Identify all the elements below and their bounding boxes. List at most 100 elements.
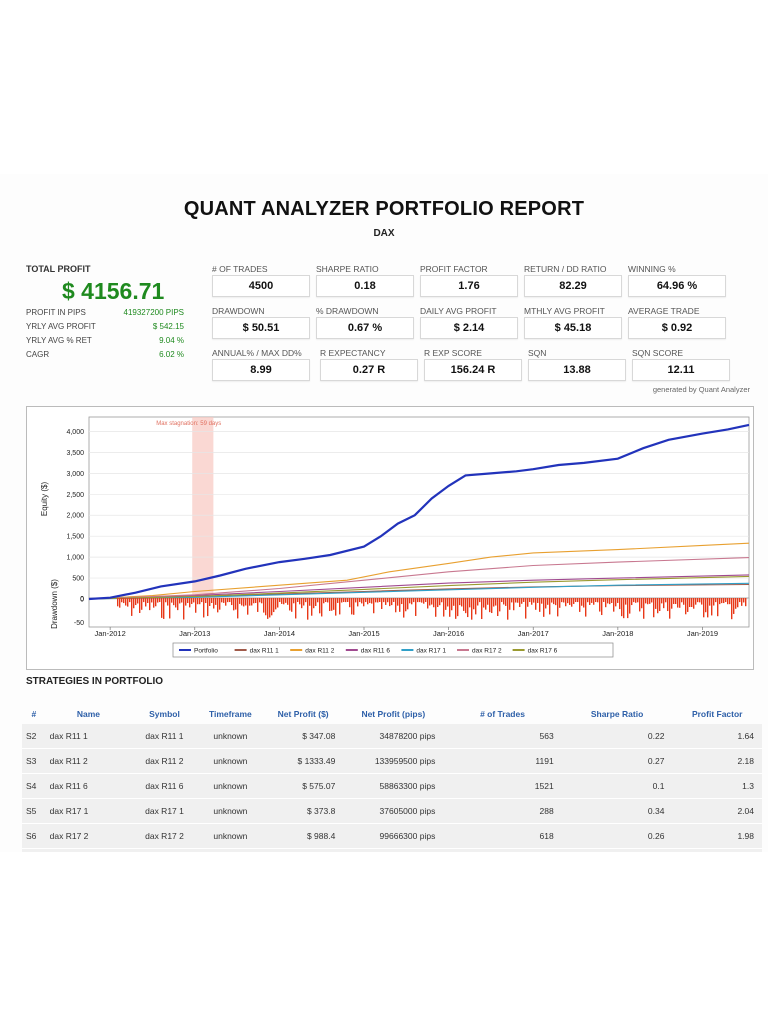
drawdown-bar: [533, 598, 535, 603]
drawdown-bar: [251, 598, 253, 606]
drawdown-bar: [473, 598, 475, 610]
drawdown-bar: [469, 598, 471, 608]
drawdown-bar: [163, 598, 165, 619]
drawdown-bar: [397, 598, 399, 606]
drawdown-bar: [369, 598, 371, 603]
drawdown-bar: [269, 598, 271, 618]
drawdown-bar: [373, 598, 375, 614]
drawdown-bar: [413, 598, 415, 603]
drawdown-bar: [507, 598, 509, 620]
series-lines: [88, 423, 750, 601]
drawdown-bar: [133, 598, 135, 609]
drawdown-bar: [145, 598, 147, 607]
left-stat-label: YRLY AVG PROFIT: [26, 322, 96, 331]
drawdown-bar: [419, 598, 421, 603]
left-stat-label: CAGR: [26, 350, 50, 359]
drawdown-bar: [265, 598, 267, 616]
drawdown-bar: [191, 598, 193, 604]
stat-value: $ 45.18: [524, 317, 622, 339]
drawdown-bar: [125, 598, 127, 606]
drawdown-bar: [321, 598, 323, 617]
drawdown-bar: [685, 598, 687, 615]
drawdown-bar: [669, 598, 671, 619]
legend-entry: Portfolio: [194, 648, 218, 655]
drawdown-bar: [127, 598, 129, 607]
legend-entry: dax R17 6: [528, 648, 558, 655]
left-stat: YRLY AVG PROFIT $ 542.15: [26, 322, 184, 331]
drawdown-bar: [403, 598, 405, 618]
drawdown-bar: [663, 598, 665, 609]
drawdown-bar: [341, 598, 343, 603]
drawdown-bar: [355, 598, 357, 603]
drawdown-bar: [635, 598, 637, 603]
stat-label: R EXPECTANCY: [320, 348, 386, 358]
y-tick-label: 3,500: [66, 450, 84, 457]
drawdown-bar: [717, 598, 719, 617]
drawdown-bar: [587, 598, 589, 603]
drawdown-bar: [505, 598, 507, 606]
table-cell: 0.27: [561, 748, 673, 774]
drawdown-bar: [259, 598, 261, 603]
drawdown-bar: [371, 598, 373, 604]
table-cell: dax R11 2: [45, 748, 132, 774]
drawdown-bar: [409, 598, 411, 604]
drawdown-bar: [439, 598, 441, 606]
drawdown-bar: [149, 598, 151, 611]
drawdown-bar: [449, 598, 451, 617]
drawdown-bar: [741, 598, 743, 606]
drawdown-bar: [189, 598, 191, 608]
drawdown-bar: [257, 598, 259, 612]
drawdown-bar: [381, 598, 383, 610]
stat-value: $ 50.51: [212, 317, 310, 339]
drawdown-bar: [591, 598, 593, 603]
table-cell: dax R17 2: [45, 823, 132, 849]
drawdown-bar: [325, 598, 327, 603]
left-stat-value: 419327200 PIPS: [123, 308, 185, 317]
table-cell: 99666300 pips: [343, 823, 444, 849]
drawdown-bar: [743, 598, 745, 603]
drawdown-bar: [423, 598, 425, 604]
table-cell: 133959500 pips: [343, 748, 444, 774]
drawdown-bar: [675, 598, 677, 605]
drawdown-bar: [609, 598, 611, 605]
drawdown-bar: [147, 598, 149, 603]
legend-box: [172, 642, 614, 658]
drawdown-bar: [227, 598, 229, 603]
drawdown-tick-label: -50: [74, 620, 84, 627]
drawdown-bar: [431, 598, 433, 605]
table-cell: 1.98: [672, 823, 762, 849]
drawdown-bar: [463, 598, 465, 611]
table-cell: $ 575.07: [262, 773, 344, 799]
drawdown-bar: [497, 598, 499, 617]
drawdown-bar: [207, 598, 209, 617]
table-cell: 0.25: [561, 848, 673, 852]
table-cell: $ 373.8: [262, 798, 344, 824]
drawdown-bar: [367, 598, 369, 605]
drawdown-bar: [603, 598, 605, 603]
left-stat-value: 6.02 %: [159, 350, 184, 359]
drawdown-bar: [699, 598, 701, 603]
drawdown-bar: [649, 598, 651, 604]
drawdown-bar: [619, 598, 621, 610]
stat-label: WINNING %: [628, 264, 676, 274]
drawdown-bar: [703, 598, 705, 618]
drawdown-bar: [317, 598, 319, 603]
table-cell: 563: [443, 724, 562, 749]
drawdown-bar: [131, 598, 133, 616]
drawdown-bar: [357, 598, 359, 607]
drawdown-bar: [273, 598, 275, 613]
drawdown-bar: [457, 598, 459, 617]
left-stat-value: $ 542.15: [152, 322, 184, 331]
drawdown-bar: [563, 598, 565, 603]
drawdown-bar: [193, 598, 195, 603]
drawdown-bar: [645, 598, 647, 604]
y-tick-label: 1,500: [66, 534, 84, 541]
drawdown-bar: [493, 598, 495, 607]
drawdown-bar: [285, 598, 287, 603]
drawdown-bar: [209, 598, 211, 606]
table-cell: 2.04: [672, 798, 762, 824]
drawdown-bar: [167, 598, 169, 606]
drawdown-bar: [557, 598, 559, 617]
drawdown-bar: [215, 598, 217, 605]
x-tick-label: Jan-2016: [433, 629, 464, 638]
